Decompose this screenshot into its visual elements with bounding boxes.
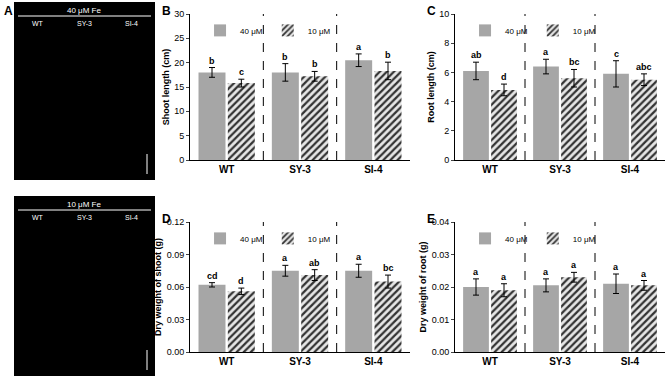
svg-text:WT: WT <box>219 164 235 175</box>
svg-text:0: 0 <box>444 155 449 165</box>
svg-text:SY-3: SY-3 <box>77 20 92 27</box>
svg-text:a: a <box>473 267 479 277</box>
svg-text:Root length (cm): Root length (cm) <box>426 51 436 123</box>
svg-text:10 μM Fe: 10 μM Fe <box>67 200 102 209</box>
svg-text:SY-3: SY-3 <box>549 164 571 175</box>
svg-text:15: 15 <box>174 82 184 92</box>
svg-text:cd: cd <box>207 271 218 281</box>
svg-text:40 μM: 40 μM <box>240 235 263 244</box>
svg-text:a: a <box>282 253 288 263</box>
svg-text:D: D <box>162 212 171 226</box>
svg-text:WT: WT <box>32 214 44 221</box>
svg-text:a: a <box>356 252 362 262</box>
svg-text:10 μM: 10 μM <box>308 27 331 36</box>
svg-text:WT: WT <box>482 356 498 367</box>
svg-text:b: b <box>312 59 318 69</box>
svg-text:0.04: 0.04 <box>432 217 450 227</box>
svg-text:10: 10 <box>174 106 184 116</box>
svg-text:a: a <box>641 269 647 279</box>
svg-text:ab: ab <box>471 50 482 60</box>
svg-text:a: a <box>613 262 619 272</box>
svg-text:5: 5 <box>179 131 184 141</box>
svg-text:0.00: 0.00 <box>432 347 450 357</box>
svg-text:0.01: 0.01 <box>432 315 450 325</box>
svg-text:40 μM: 40 μM <box>505 235 528 244</box>
svg-text:Dry weight of shoot (g): Dry weight of shoot (g) <box>153 238 163 336</box>
svg-text:10: 10 <box>439 9 449 19</box>
svg-text:SI-4: SI-4 <box>125 214 138 221</box>
svg-text:SI-4: SI-4 <box>621 164 640 175</box>
svg-text:SY-3: SY-3 <box>77 214 92 221</box>
svg-text:b: b <box>282 52 288 62</box>
svg-text:c: c <box>239 67 244 77</box>
svg-text:SY-3: SY-3 <box>289 356 311 367</box>
svg-text:a: a <box>543 47 549 57</box>
svg-text:b: b <box>209 56 215 66</box>
svg-text:0.03: 0.03 <box>432 250 450 260</box>
svg-text:SI-4: SI-4 <box>364 164 383 175</box>
svg-text:bc: bc <box>569 57 580 67</box>
svg-text:SI-4: SI-4 <box>125 20 138 27</box>
svg-text:8: 8 <box>444 38 449 48</box>
svg-text:ab: ab <box>309 258 320 268</box>
svg-text:40 μM: 40 μM <box>240 27 263 36</box>
svg-text:B: B <box>162 4 171 18</box>
svg-text:Dry weight of root (g): Dry weight of root (g) <box>418 241 428 332</box>
svg-text:2: 2 <box>444 126 449 136</box>
svg-text:E: E <box>427 212 435 226</box>
svg-text:40 μM Fe: 40 μM Fe <box>67 6 102 15</box>
svg-text:SY-3: SY-3 <box>289 164 311 175</box>
svg-text:c: c <box>614 49 619 59</box>
svg-text:WT: WT <box>482 164 498 175</box>
svg-text:0.06: 0.06 <box>167 282 185 292</box>
svg-text:SI-4: SI-4 <box>364 356 383 367</box>
svg-text:20: 20 <box>174 58 184 68</box>
svg-text:a: a <box>571 260 577 270</box>
svg-text:25: 25 <box>174 33 184 43</box>
svg-text:b: b <box>385 50 391 60</box>
svg-text:WT: WT <box>32 20 44 27</box>
svg-text:SY-3: SY-3 <box>549 356 571 367</box>
svg-text:0: 0 <box>179 155 184 165</box>
svg-text:10 μM: 10 μM <box>573 235 596 244</box>
svg-text:40 μM: 40 μM <box>505 27 528 36</box>
svg-text:a: a <box>501 272 507 282</box>
svg-text:0.12: 0.12 <box>167 217 185 227</box>
svg-text:SI-4: SI-4 <box>621 356 640 367</box>
svg-text:10 μM: 10 μM <box>308 235 331 244</box>
svg-text:0.09: 0.09 <box>167 250 185 260</box>
svg-text:a: a <box>543 267 549 277</box>
svg-text:d: d <box>238 276 244 286</box>
svg-text:4: 4 <box>444 97 449 107</box>
svg-text:6: 6 <box>444 68 449 78</box>
svg-text:A: A <box>4 4 13 18</box>
svg-text:d: d <box>501 72 507 82</box>
svg-text:0.00: 0.00 <box>167 347 185 357</box>
svg-text:WT: WT <box>219 356 235 367</box>
svg-text:0.03: 0.03 <box>167 315 185 325</box>
svg-text:30: 30 <box>174 9 184 19</box>
svg-text:C: C <box>427 4 436 18</box>
svg-text:bc: bc <box>383 263 394 273</box>
svg-text:a: a <box>356 42 362 52</box>
svg-text:Shoot length (cm): Shoot length (cm) <box>161 49 171 126</box>
svg-text:10 μM: 10 μM <box>573 27 596 36</box>
svg-text:abc: abc <box>636 62 652 72</box>
svg-text:0.02: 0.02 <box>432 282 450 292</box>
